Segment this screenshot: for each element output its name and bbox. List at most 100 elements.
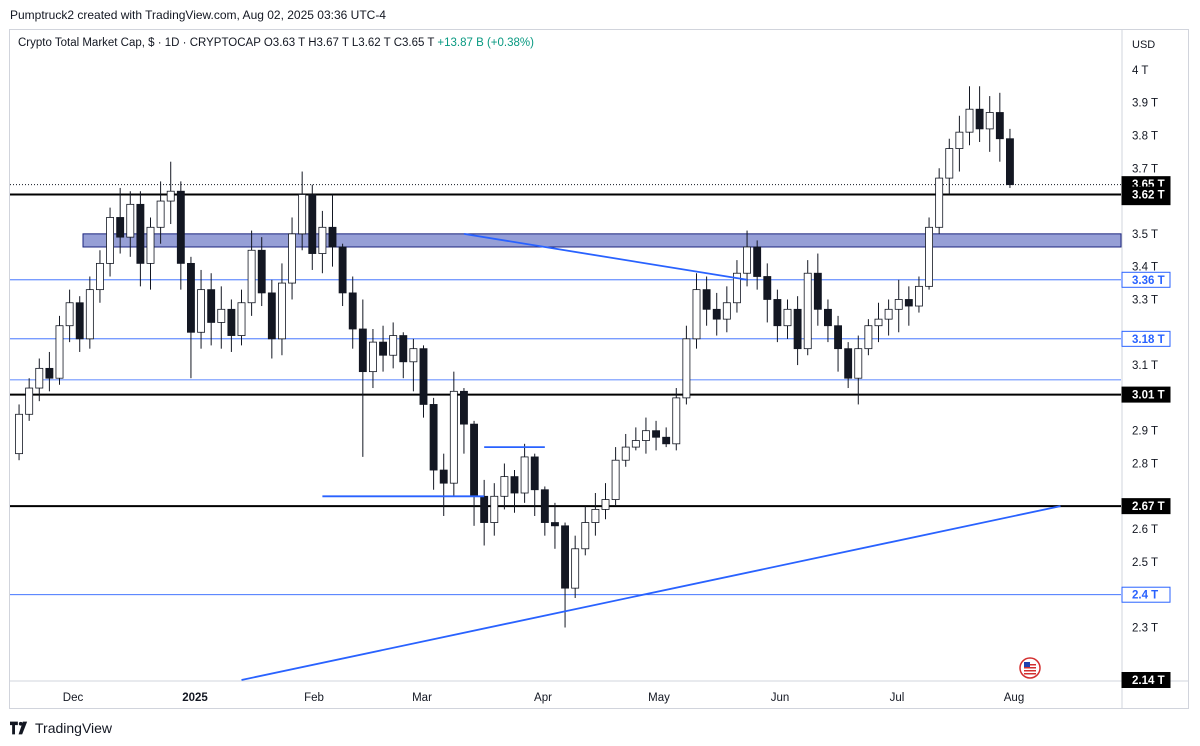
candle-body[interactable]	[439, 469, 448, 484]
candle-body[interactable]	[399, 335, 408, 363]
candle-body[interactable]	[763, 276, 772, 300]
candle-body[interactable]	[237, 302, 246, 336]
candle-body[interactable]	[662, 436, 671, 445]
candle-body[interactable]	[409, 348, 418, 363]
candle-body[interactable]	[288, 233, 296, 284]
candle-body[interactable]	[247, 249, 256, 304]
candle-body[interactable]	[540, 489, 549, 523]
candle-body[interactable]	[601, 499, 610, 510]
candle-body[interactable]	[652, 430, 660, 438]
chart-frame[interactable]	[9, 29, 1189, 709]
candle-body[interactable]	[257, 249, 266, 294]
candle-body[interactable]	[116, 217, 125, 238]
candle-body[interactable]	[743, 246, 751, 274]
candle-body[interactable]	[854, 348, 863, 379]
candle-body[interactable]	[642, 430, 650, 441]
candle-body[interactable]	[702, 289, 711, 310]
candle-body[interactable]	[217, 308, 226, 323]
candle-body[interactable]	[207, 289, 216, 323]
candle-body[interactable]	[298, 194, 307, 235]
candle-body[interactable]	[156, 200, 165, 228]
candle-body[interactable]	[85, 289, 94, 340]
candle-body[interactable]	[449, 390, 458, 484]
candle-body[interactable]	[379, 341, 387, 356]
candle-body[interactable]	[369, 341, 377, 373]
symbol-legend[interactable]: Crypto Total Market Cap, $ · 1D · CRYPTO…	[18, 37, 534, 49]
candle-body[interactable]	[995, 112, 1004, 140]
candle-body[interactable]	[955, 131, 964, 149]
candle-body[interactable]	[328, 226, 337, 248]
candle-body[interactable]	[753, 246, 762, 277]
trend-line[interactable]	[463, 232, 748, 281]
candle-body[interactable]	[25, 387, 34, 415]
candle-body[interactable]	[712, 308, 721, 320]
candle-body[interactable]	[915, 285, 923, 307]
candle-body[interactable]	[136, 203, 145, 264]
candle-body[interactable]	[803, 272, 812, 350]
candle-body[interactable]	[318, 226, 327, 254]
candle-body[interactable]	[894, 299, 903, 310]
candle-body[interactable]	[197, 289, 205, 333]
candle-body[interactable]	[581, 522, 590, 550]
candle-body[interactable]	[945, 148, 954, 179]
candle-body[interactable]	[611, 459, 620, 500]
candle-body[interactable]	[267, 292, 276, 340]
candle-body[interactable]	[884, 308, 893, 320]
candle-body[interactable]	[45, 367, 54, 379]
supply-zone[interactable]	[82, 233, 1122, 248]
candle-body[interactable]	[96, 262, 104, 291]
candle-body[interactable]	[672, 397, 681, 445]
candle-body[interactable]	[126, 203, 135, 238]
candle-body[interactable]	[985, 112, 994, 130]
candle-body[interactable]	[500, 476, 509, 497]
candle-body[interactable]	[874, 318, 883, 327]
candle-body[interactable]	[925, 226, 933, 287]
candle-body[interactable]	[682, 338, 691, 399]
candle-body[interactable]	[55, 325, 64, 379]
candle-body[interactable]	[530, 456, 539, 491]
candle-body[interactable]	[773, 299, 782, 327]
candle-body[interactable]	[75, 302, 84, 340]
trend-line[interactable]	[241, 505, 1061, 681]
candle-body[interactable]	[187, 262, 195, 333]
candle-body[interactable]	[35, 367, 44, 389]
candle-body[interactable]	[166, 190, 175, 202]
candle-body[interactable]	[1006, 138, 1014, 186]
candle-body[interactable]	[975, 108, 984, 130]
candle-body[interactable]	[470, 423, 478, 497]
candle-body[interactable]	[813, 272, 822, 310]
candle-body[interactable]	[834, 325, 842, 350]
candle-body[interactable]	[429, 404, 438, 471]
candle-body[interactable]	[824, 308, 832, 327]
candle-body[interactable]	[278, 282, 286, 340]
candle-body[interactable]	[621, 446, 630, 461]
candle-body[interactable]	[65, 302, 74, 327]
candle-body[interactable]	[389, 335, 398, 356]
candle-body[interactable]	[722, 302, 731, 320]
candle-body[interactable]	[15, 413, 23, 455]
candle-body[interactable]	[348, 292, 357, 330]
candle-body[interactable]	[692, 289, 701, 340]
candle-body[interactable]	[176, 190, 185, 264]
candle-body[interactable]	[561, 525, 569, 589]
candle-body[interactable]	[338, 246, 347, 294]
candle-body[interactable]	[146, 226, 155, 264]
candle-body[interactable]	[864, 325, 873, 350]
candle-body[interactable]	[419, 348, 428, 405]
candle-body[interactable]	[520, 456, 529, 494]
candle-body[interactable]	[631, 440, 640, 448]
candle-body[interactable]	[106, 217, 114, 264]
candle-body[interactable]	[490, 495, 499, 523]
candle-body[interactable]	[551, 522, 559, 527]
symbol-name[interactable]: Crypto Total Market Cap, $ · 1D · CRYPTO…	[18, 37, 261, 49]
currency-label[interactable]: USD	[1132, 39, 1156, 51]
candle-body[interactable]	[965, 108, 974, 133]
candle-body[interactable]	[460, 390, 468, 425]
candle-body[interactable]	[591, 509, 600, 523]
candle-body[interactable]	[733, 272, 741, 304]
candle-body[interactable]	[571, 548, 580, 589]
candle-body[interactable]	[935, 177, 944, 228]
candle-body[interactable]	[480, 495, 489, 523]
candle-body[interactable]	[227, 308, 236, 336]
